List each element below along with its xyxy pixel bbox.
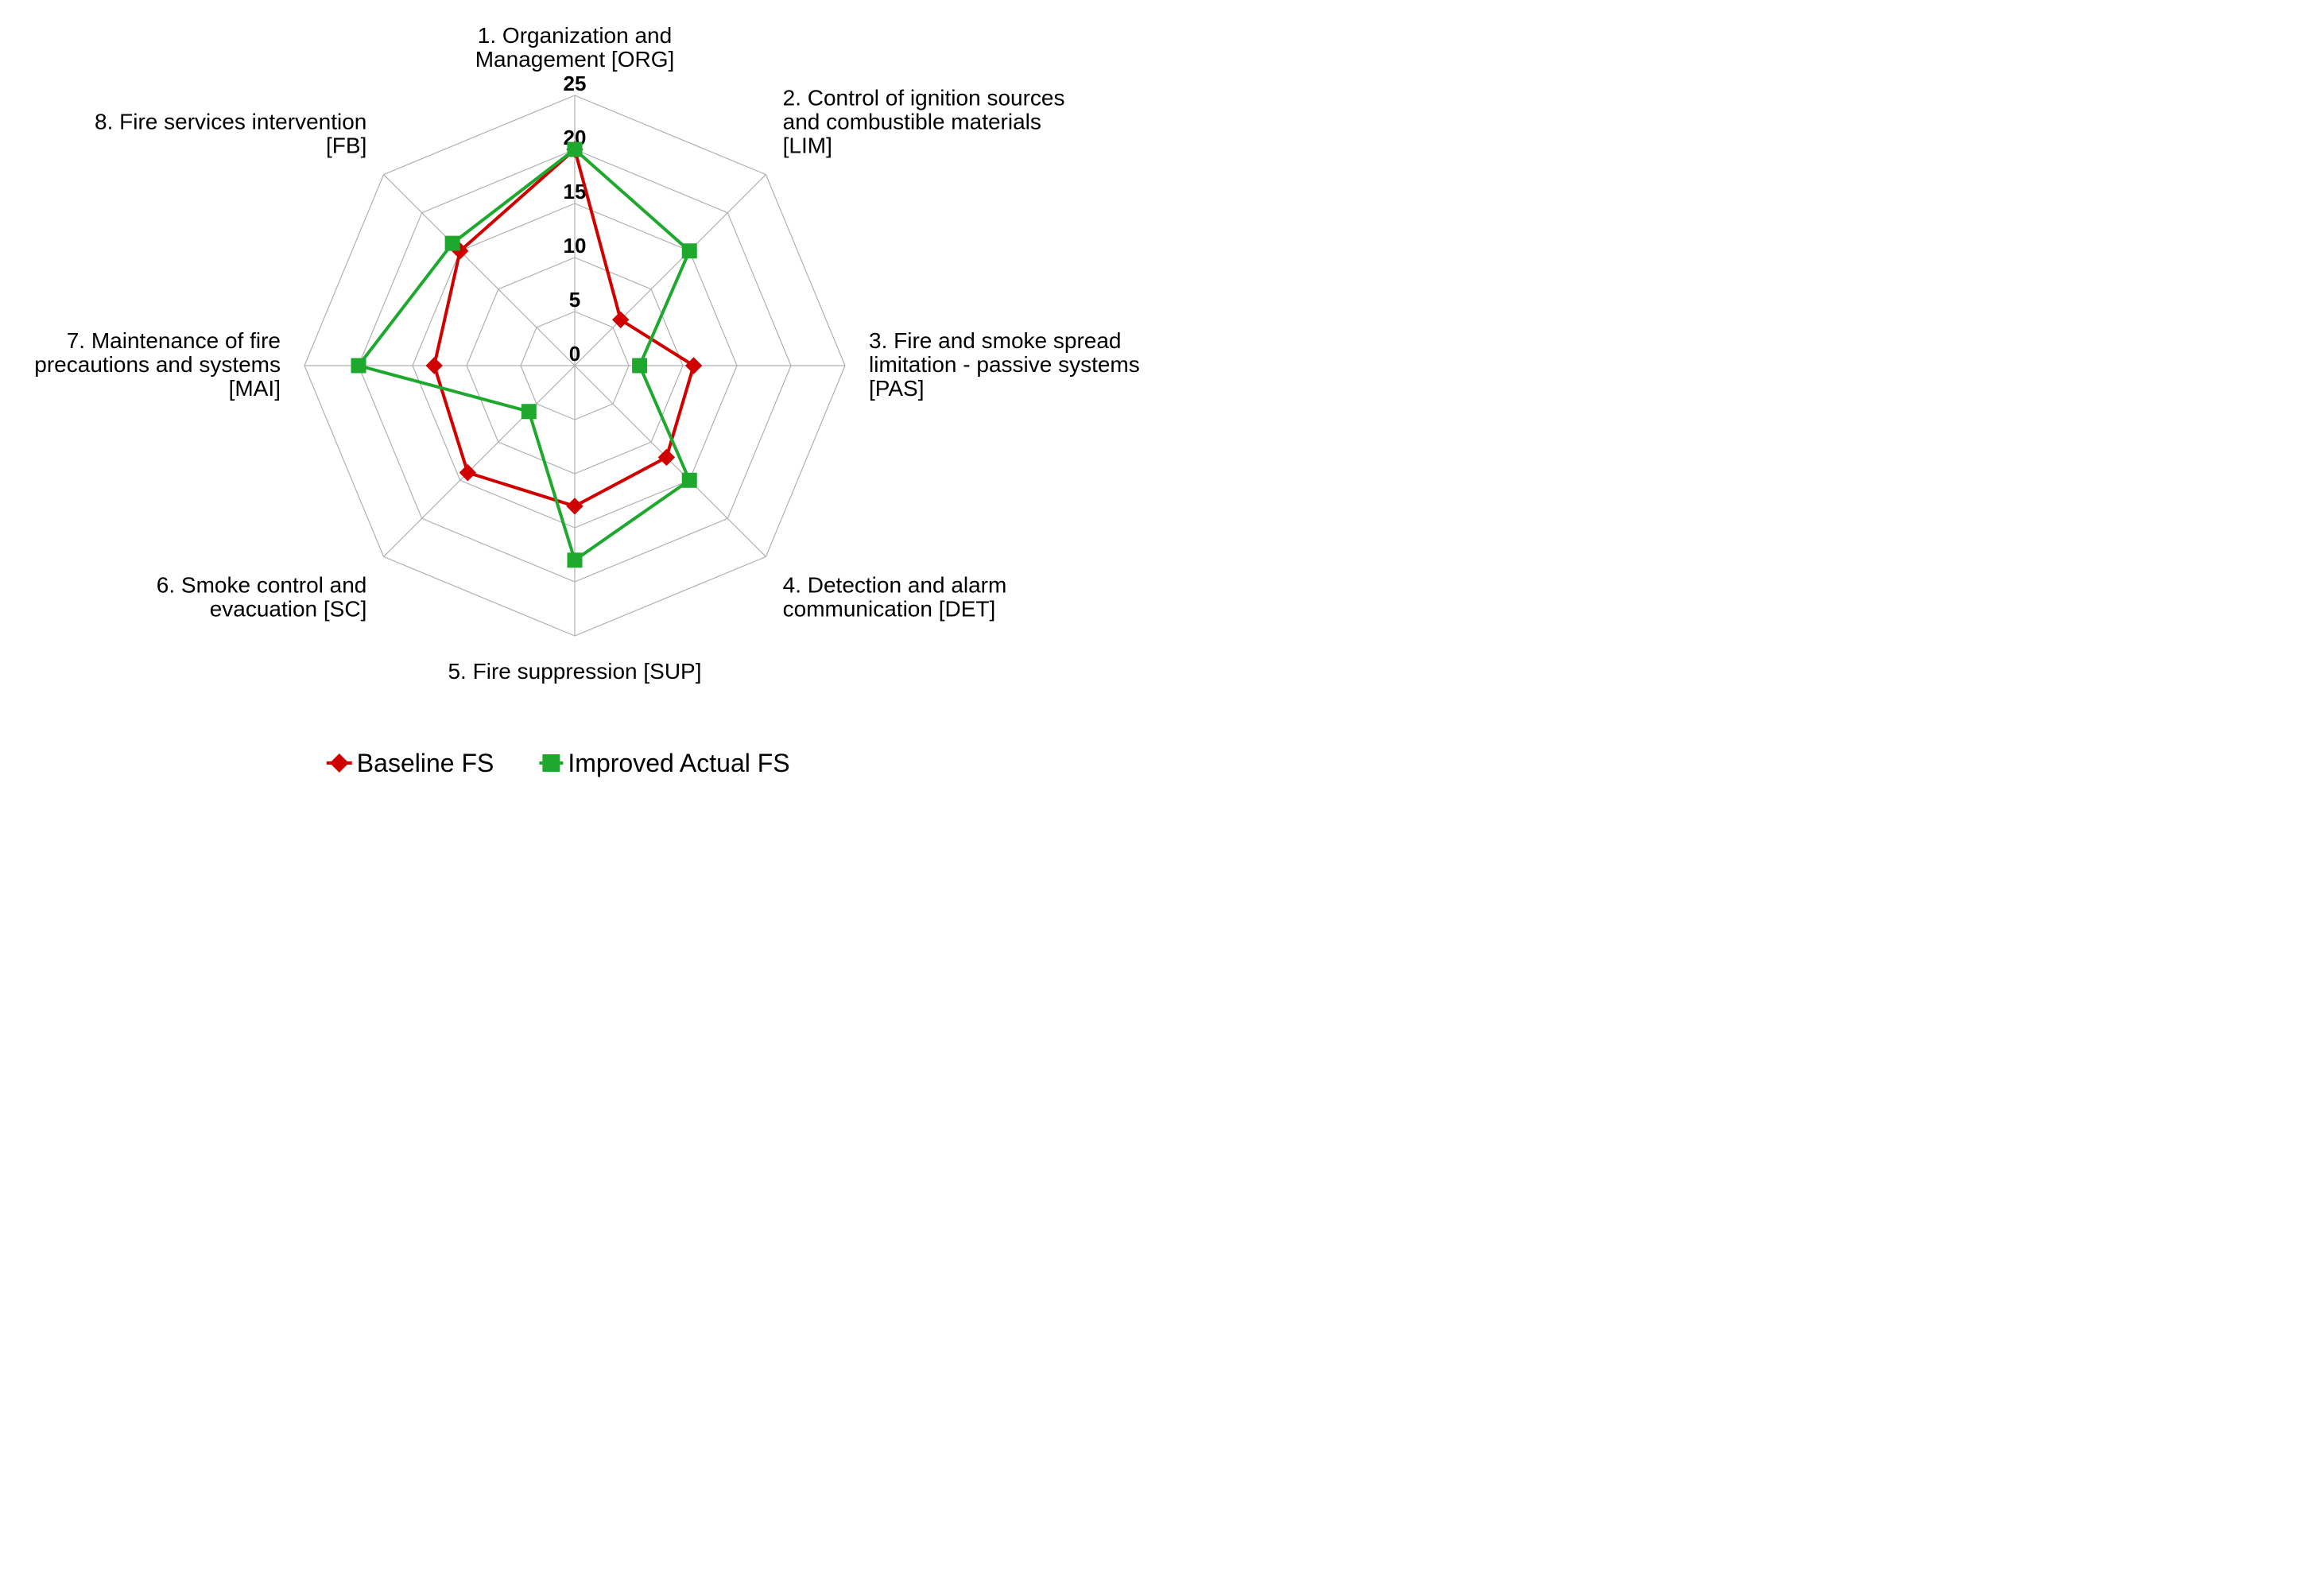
data-marker	[682, 473, 696, 487]
svg-text:[FB]: [FB]	[326, 133, 366, 157]
svg-text:evacuation [SC]: evacuation [SC]	[210, 597, 367, 622]
svg-text:and combustible materials: and combustible materials	[783, 109, 1041, 134]
axis-label: 4. Detection and alarmcommunication [DET…	[783, 573, 1007, 622]
svg-text:limitation - passive systems: limitation - passive systems	[869, 352, 1140, 377]
data-marker	[568, 142, 582, 157]
svg-text:6. Smoke control and: 6. Smoke control and	[157, 573, 367, 598]
data-marker	[521, 405, 536, 419]
legend-label: Improved Actual FS	[568, 749, 789, 777]
radar-chart: 05101520251. Organization andManagement …	[0, 0, 1150, 798]
svg-text:[PAS]: [PAS]	[869, 376, 925, 401]
data-marker	[633, 358, 647, 373]
svg-text:[LIM]: [LIM]	[783, 133, 832, 157]
data-marker	[568, 553, 582, 568]
svg-text:2. Control of ignition sources: 2. Control of ignition sources	[783, 85, 1065, 110]
axis-label: 5. Fire suppression [SUP]	[448, 659, 701, 684]
svg-text:5. Fire suppression [SUP]: 5. Fire suppression [SUP]	[448, 659, 701, 684]
svg-text:8. Fire services intervention: 8. Fire services intervention	[95, 109, 366, 134]
legend-label: Baseline FS	[357, 749, 494, 777]
svg-text:4. Detection and alarm: 4. Detection and alarm	[783, 573, 1007, 598]
tick-label: 25	[564, 72, 587, 95]
tick-label: 5	[569, 288, 580, 312]
svg-text:precautions and systems: precautions and systems	[34, 352, 281, 377]
svg-text:1. Organization and: 1. Organization and	[478, 23, 672, 48]
svg-text:Management [ORG]: Management [ORG]	[475, 47, 675, 72]
svg-text:[MAI]: [MAI]	[229, 376, 281, 401]
data-marker	[445, 236, 459, 250]
svg-text:7. Maintenance of fire: 7. Maintenance of fire	[67, 328, 281, 353]
tick-label: 10	[564, 234, 587, 258]
axis-label: 1. Organization andManagement [ORG]	[475, 23, 675, 72]
svg-text:communication [DET]: communication [DET]	[783, 597, 996, 622]
tick-label: 0	[569, 342, 580, 366]
svg-text:3. Fire and smoke spread: 3. Fire and smoke spread	[869, 328, 1122, 353]
data-marker	[351, 358, 366, 373]
data-marker	[682, 244, 696, 258]
